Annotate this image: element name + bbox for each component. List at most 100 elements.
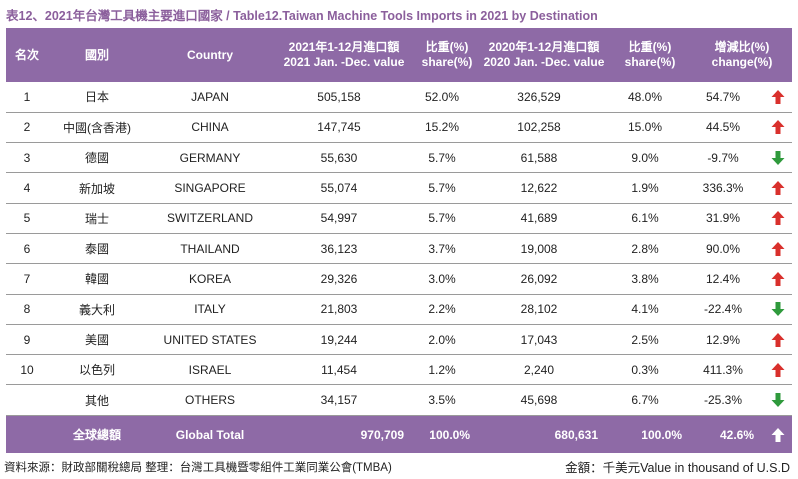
- share-2021-cell: 2.0%: [428, 332, 456, 347]
- table-title: 表12、2021年台灣工具機主要進口國家 / Table12.Taiwan Ma…: [6, 9, 598, 23]
- header-share-2020: 比重(%) share(%): [608, 28, 692, 82]
- total-rank-cell: [6, 415, 48, 453]
- country-zh-cell: 泰國: [84, 242, 109, 257]
- arrow-up-icon: [770, 362, 786, 378]
- value-2021-cell: 505,158: [317, 89, 361, 104]
- change-cell: 31.9%: [705, 211, 741, 226]
- country-en-cell: SWITZERLAND: [166, 211, 253, 226]
- table-body: 1 日本 JAPAN 505,158 52.0% 326,529 48.0% 54.7% 2 中國…: [6, 82, 792, 416]
- value-2021-cell: 11,454: [321, 362, 357, 377]
- country-zh-cell: 德國: [84, 151, 109, 166]
- share-2021-cell: 5.7%: [428, 211, 456, 226]
- header-change-en: change(%): [711, 55, 773, 69]
- arrow-up-icon: [770, 332, 786, 348]
- table-row: 3 德國 GERMANY 55,630 5.7% 61,588 9.0% -9.7%: [6, 143, 792, 173]
- trend-cell: [764, 324, 792, 354]
- total-share-2021: 100.0%: [429, 427, 470, 442]
- share-2020-cell: 0.3%: [631, 362, 659, 377]
- header-value-2020-zh: 2020年1-12月進口額: [488, 40, 600, 54]
- table-row: 其他 OTHERS 34,157 3.5% 45,698 6.7% -25.3%: [6, 385, 792, 416]
- trend-cell: [764, 233, 792, 263]
- value-2021-cell: 19,244: [320, 332, 358, 347]
- value-2021-cell: 55,074: [320, 181, 358, 196]
- share-2020-cell: 6.7%: [631, 393, 659, 408]
- country-en-cell: CHINA: [191, 120, 229, 135]
- country-en-cell: GERMANY: [179, 150, 241, 165]
- arrow-up-icon: [770, 119, 786, 135]
- total-arrow-cell: [764, 415, 792, 453]
- table-row: 4 新加坡 SINGAPORE 55,074 5.7% 12,622 1.9% 336.3%: [6, 173, 792, 204]
- rank-cell: 2: [23, 120, 31, 135]
- value-2021-cell: 29,326: [320, 271, 358, 286]
- value-2021-cell: 147,745: [317, 120, 361, 135]
- header-row: 名次 國別 Country 2021年1-12月進口額 2021 Jan. -D…: [6, 28, 792, 82]
- value-2020-cell: 26,092: [520, 271, 558, 286]
- value-2021-cell: 36,123: [320, 241, 358, 256]
- arrow-up-icon: [770, 180, 786, 196]
- header-value-2021-zh: 2021年1-12月進口額: [288, 40, 400, 54]
- change-cell: -22.4%: [703, 302, 743, 317]
- table-row: 9 美國 UNITED STATES 19,244 2.0% 17,043 2.5% 12.9…: [6, 324, 792, 355]
- header-country-en: Country: [187, 47, 233, 62]
- change-cell: 336.3%: [702, 181, 744, 196]
- change-cell: 90.0%: [705, 241, 741, 256]
- table-row: 1 日本 JAPAN 505,158 52.0% 326,529 48.0% 54.7%: [6, 82, 792, 113]
- share-2020-cell: 3.8%: [631, 271, 659, 286]
- trend-cell: [764, 173, 792, 203]
- share-2021-cell: 52.0%: [424, 89, 460, 104]
- table-row: 7 韓國 KOREA 29,326 3.0% 26,092 3.8% 12.4%: [6, 264, 792, 295]
- value-2020-cell: 61,588: [520, 150, 558, 165]
- share-2021-cell: 3.0%: [428, 271, 456, 286]
- source-note: 資料來源：財政部關稅總局 整理：台灣工具機暨零組件工業同業公會(TMBA): [4, 462, 392, 474]
- total-change: 42.6%: [719, 427, 754, 442]
- rank-cell: 8: [23, 302, 31, 317]
- share-2020-cell: 2.5%: [631, 332, 659, 347]
- value-2021-cell: 55,630: [320, 150, 358, 165]
- share-2021-cell: 1.2%: [428, 362, 456, 377]
- total-value-2021: 970,709: [360, 427, 404, 442]
- value-2020-cell: 19,008: [520, 241, 558, 256]
- trend-cell: [764, 294, 792, 324]
- country-zh-cell: 韓國: [84, 272, 109, 287]
- rank-cell: 9: [23, 332, 31, 347]
- country-zh-cell: 以色列: [78, 363, 115, 378]
- value-2020-cell: 2,240: [523, 362, 555, 377]
- arrow-up-icon: [770, 241, 786, 257]
- change-cell: 12.9%: [705, 332, 741, 347]
- header-share-2020-zh: 比重(%): [628, 40, 672, 54]
- arrow-up-icon: [770, 210, 786, 226]
- header-share-2020-en: share(%): [624, 55, 676, 69]
- table-row: 8 義大利 ITALY 21,803 2.2% 28,102 4.1% -22.4%: [6, 294, 792, 325]
- rank-cell: 1: [23, 89, 31, 104]
- country-en-cell: ISRAEL: [188, 362, 232, 377]
- header-rank: 名次: [14, 47, 39, 62]
- header-value-2021: 2021年1-12月進口額 2021 Jan. -Dec. value: [274, 28, 414, 82]
- value-2020-cell: 326,529: [517, 89, 561, 104]
- country-zh-cell: 中國(含香港): [63, 120, 131, 135]
- header-share-2021-zh: 比重(%): [425, 40, 469, 54]
- change-cell: 54.7%: [705, 89, 741, 104]
- share-2020-cell: 2.8%: [631, 241, 659, 256]
- trend-cell: [764, 264, 792, 294]
- header-share-2021: 比重(%) share(%): [414, 28, 480, 82]
- trend-cell: [764, 203, 792, 233]
- arrow-down-icon: [770, 392, 786, 408]
- arrow-up-icon: [770, 427, 786, 443]
- share-2020-cell: 9.0%: [631, 150, 659, 165]
- header-value-2020: 2020年1-12月進口額 2020 Jan. -Dec. value: [480, 28, 608, 82]
- total-label-en: Global Total: [175, 427, 245, 442]
- table-row: 6 泰國 THAILAND 36,123 3.7% 19,008 2.8% 90.0%: [6, 233, 792, 264]
- value-2020-cell: 45,698: [520, 393, 558, 408]
- share-2020-cell: 15.0%: [627, 120, 663, 135]
- country-en-cell: SINGAPORE: [174, 181, 246, 196]
- share-2021-cell: 15.2%: [424, 120, 460, 135]
- value-2020-cell: 12,622: [520, 181, 558, 196]
- share-2021-cell: 3.7%: [428, 241, 456, 256]
- rank-cell: 10: [20, 362, 34, 377]
- share-2020-cell: 4.1%: [631, 302, 659, 317]
- header-share-2021-en: share(%): [421, 55, 473, 69]
- rank-cell: 3: [23, 150, 31, 165]
- total-share-2020: 100.0%: [641, 427, 682, 442]
- country-zh-cell: 新加坡: [78, 181, 115, 196]
- header-change-zh: 增減比(%): [714, 40, 770, 54]
